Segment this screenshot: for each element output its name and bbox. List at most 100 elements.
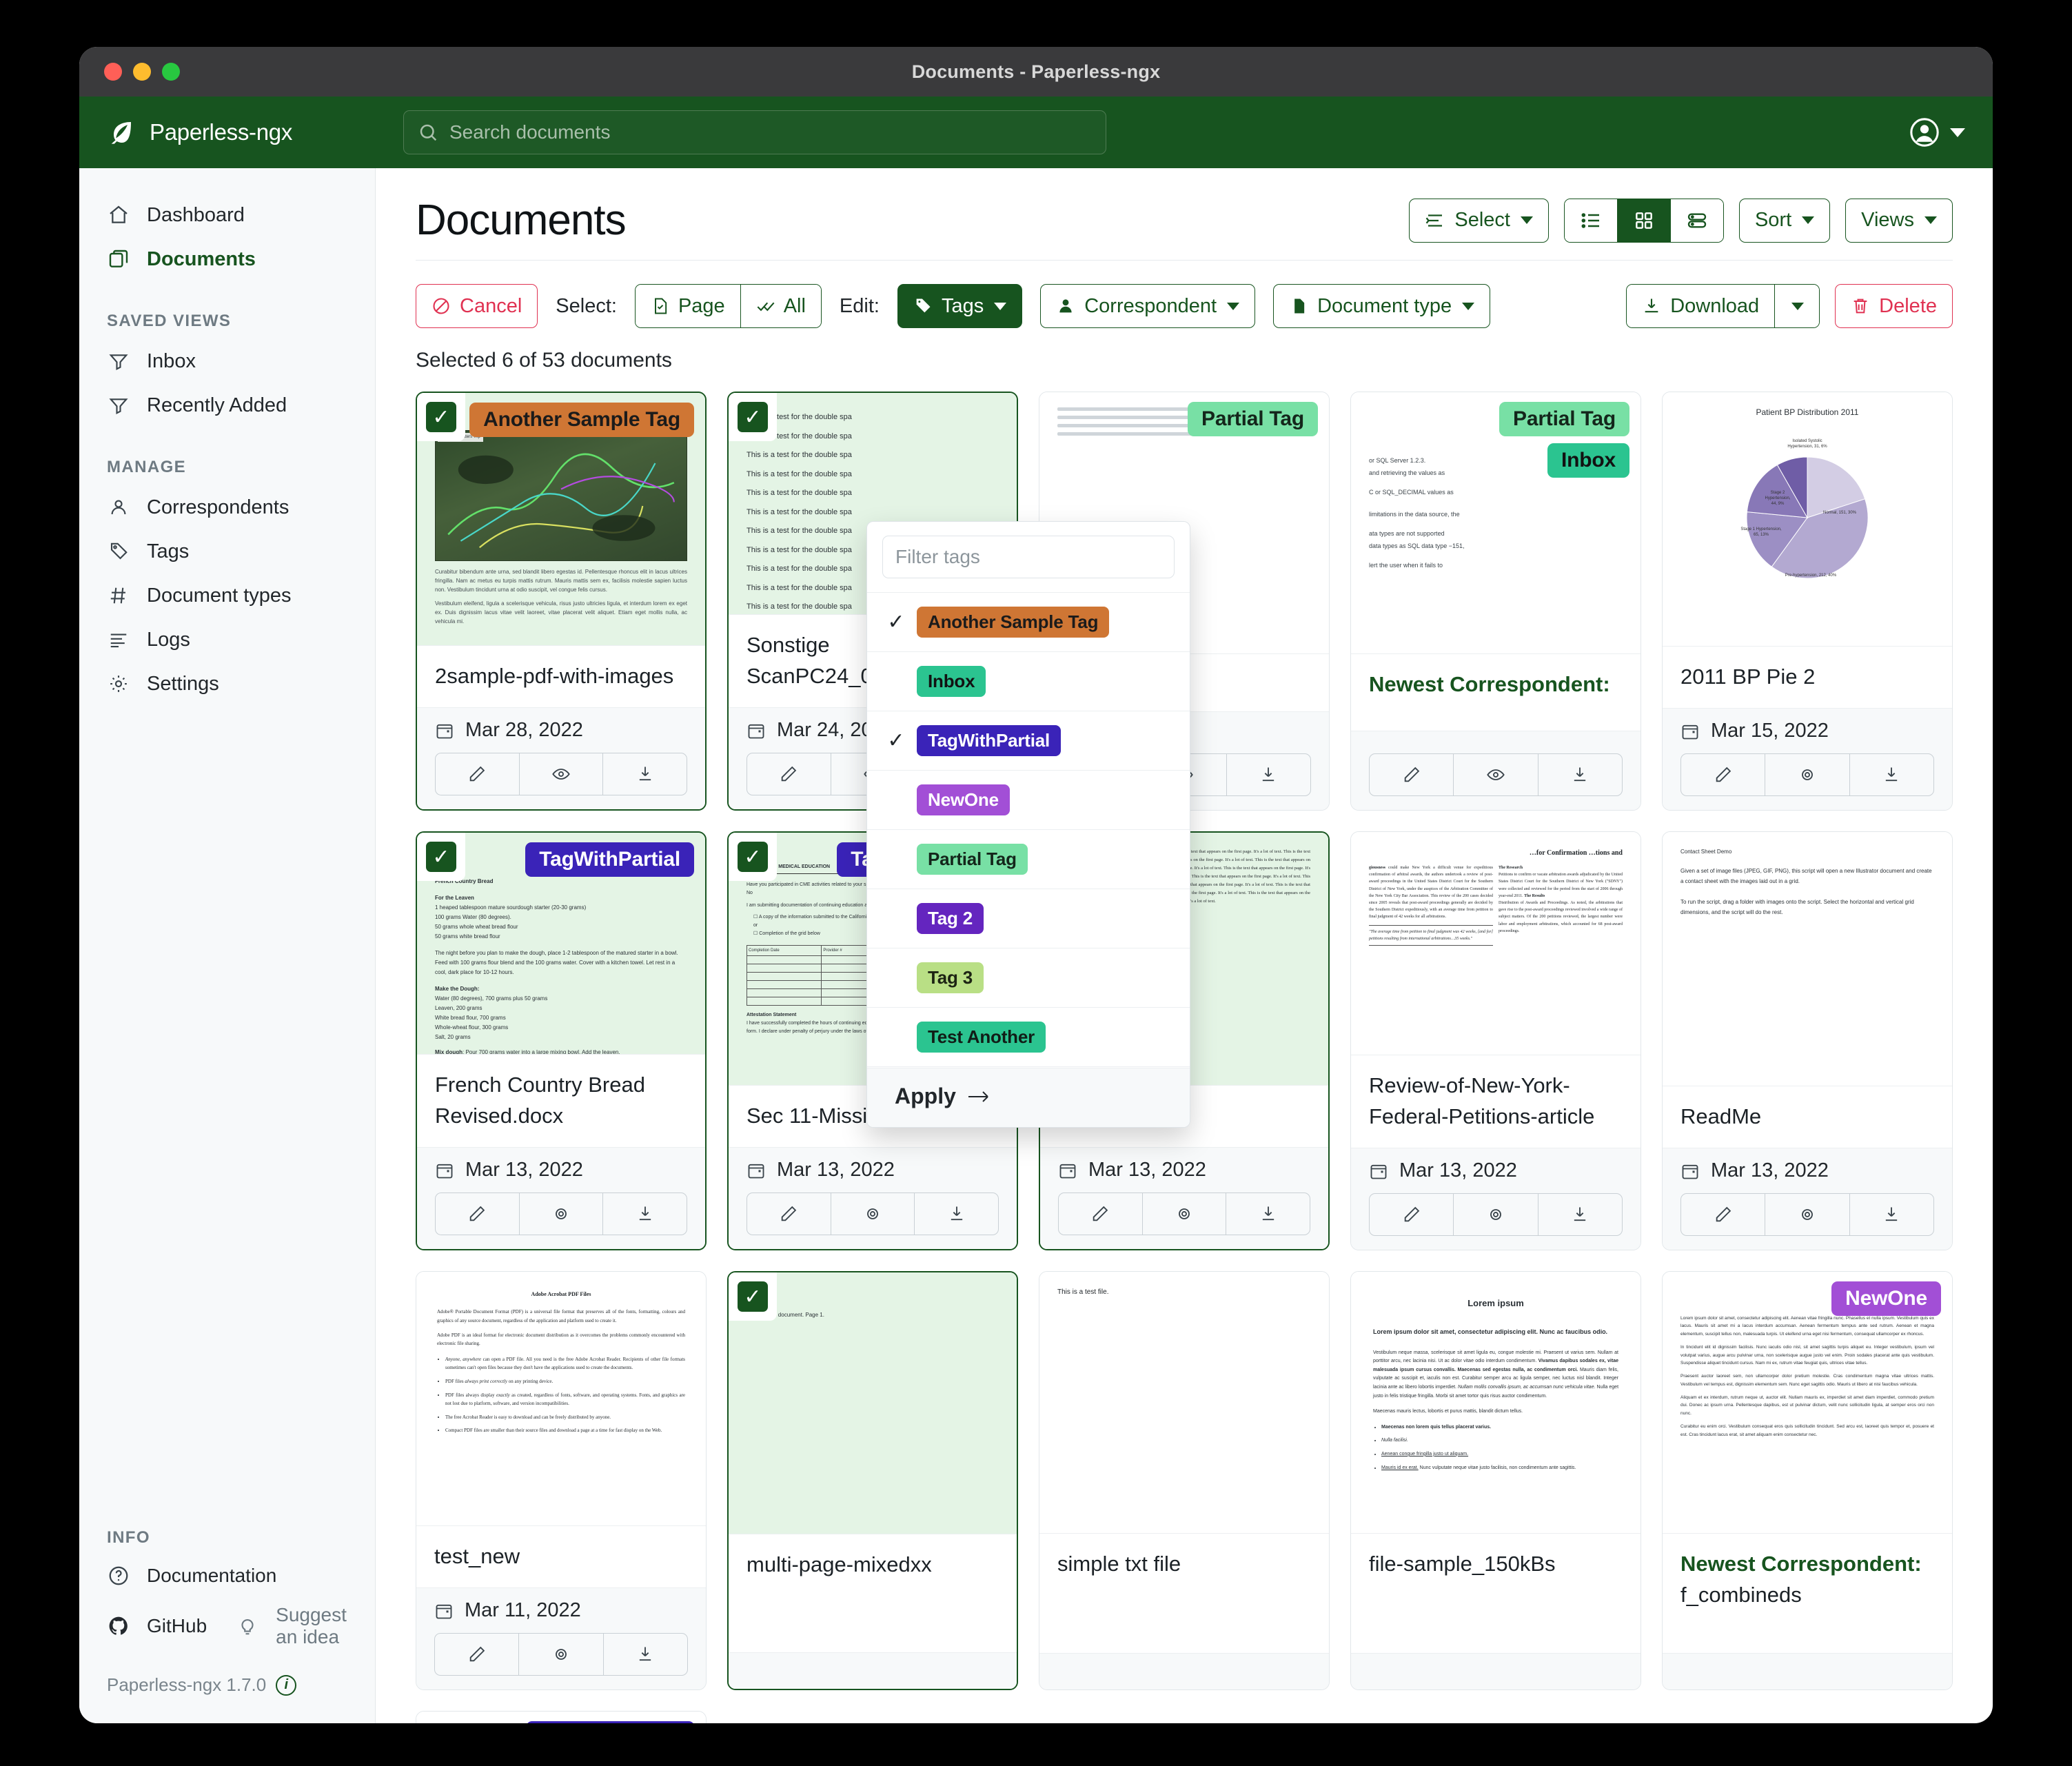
document-title[interactable]: file-sample_150kBs	[1369, 1552, 1556, 1576]
tag-option[interactable]: Tag 2	[867, 889, 1190, 948]
document-actions[interactable]	[1058, 1192, 1310, 1235]
tag-chip[interactable]: Partial Tag	[1188, 402, 1318, 436]
tag-option[interactable]: Tag 3	[867, 948, 1190, 1007]
tag-chip[interactable]: Partial Tag	[1499, 402, 1629, 436]
search-input[interactable]	[449, 121, 1092, 143]
sidebar-item-tags[interactable]: Tags	[79, 529, 375, 574]
download-document-button[interactable]	[1850, 1194, 1933, 1235]
document-correspondent[interactable]: Newest Correspondent:	[1369, 672, 1610, 696]
document-card[interactable]: TagWithPartial Lorem ipsum dolor sit ame…	[416, 1711, 707, 1723]
sidebar-item-github-label[interactable]: GitHub	[147, 1615, 207, 1636]
cancel-button[interactable]: Cancel	[416, 284, 538, 328]
tag-chip[interactable]: Inbox	[1547, 443, 1629, 478]
document-card[interactable]: Adobe Acrobat PDF Files Adobe® Portable …	[416, 1271, 707, 1690]
document-select-checkbox[interactable]: ✓	[729, 833, 777, 881]
document-title[interactable]: ReadMe	[1680, 1104, 1762, 1129]
document-select-checkbox[interactable]: ✓	[729, 1272, 777, 1321]
download-document-button[interactable]	[1850, 754, 1933, 795]
sidebar-item-document-types[interactable]: Document types	[79, 574, 375, 618]
edit-document-button[interactable]	[747, 753, 831, 795]
preview-document-button[interactable]	[1143, 1193, 1227, 1235]
sidebar-item-documentation[interactable]: Documentation	[79, 1556, 375, 1596]
document-thumbnail[interactable]: Contact Sheet Demo Given a set of image …	[1663, 832, 1952, 1087]
document-actions[interactable]	[1680, 1193, 1934, 1236]
download-document-button[interactable]	[1538, 1194, 1622, 1235]
edit-document-button[interactable]	[1681, 1194, 1766, 1235]
select-all-button[interactable]: All	[740, 285, 821, 327]
document-thumbnail[interactable]: Patient BP Distribution 2011 Isolated Sy	[1663, 392, 1952, 647]
tag-option[interactable]: Inbox	[867, 651, 1190, 711]
download-button[interactable]: Download	[1627, 285, 1776, 327]
sidebar-item-settings[interactable]: Settings	[79, 662, 375, 706]
edit-document-button[interactable]	[1370, 1194, 1454, 1235]
preview-document-button[interactable]	[1454, 754, 1538, 795]
edit-document-button[interactable]	[436, 1193, 520, 1235]
document-thumbnail[interactable]: Adobe Acrobat PDF Files Adobe® Portable …	[416, 1272, 706, 1527]
edit-document-button[interactable]	[1370, 754, 1454, 795]
document-card[interactable]: NewOne Lorem ipsum dolor sit amet, conse…	[1662, 1271, 1953, 1690]
document-title[interactable]: test_new	[434, 1544, 520, 1569]
preview-document-button[interactable]	[519, 1634, 604, 1675]
sidebar-item-inbox[interactable]: Inbox	[79, 339, 375, 383]
document-card[interactable]: …for Confirmation …tions and giousness c…	[1350, 831, 1641, 1250]
download-document-button[interactable]	[603, 1193, 687, 1235]
sidebar-item-dashboard[interactable]: Dashboard	[79, 193, 375, 237]
document-select-checkbox[interactable]: ✓	[417, 833, 465, 881]
view-mode-list-button[interactable]	[1564, 199, 1618, 242]
edit-document-button[interactable]	[435, 1634, 520, 1675]
document-title[interactable]: Review-of-New-York-Federal-Petitions-art…	[1369, 1073, 1595, 1129]
select-page-button[interactable]: Page	[635, 285, 741, 327]
tag-option[interactable]: Test Another	[867, 1007, 1190, 1066]
document-title[interactable]: Newest Correspondent: f_combineds	[1663, 1534, 1952, 1653]
document-title[interactable]: Newest Correspondent:	[1351, 654, 1641, 731]
document-actions[interactable]	[1369, 753, 1623, 796]
edit-document-button[interactable]	[1059, 1193, 1143, 1235]
document-thumbnail[interactable]: ✓ TagWithPartial French Country Bread Fo…	[417, 833, 705, 1055]
preview-document-button[interactable]	[520, 1193, 604, 1235]
close-window-button[interactable]	[104, 63, 122, 81]
sidebar-item-recently-added[interactable]: Recently Added	[79, 383, 375, 427]
document-thumbnail[interactable]: Partial Tag Inbox or SQL Server 1.2.3. an…	[1351, 392, 1641, 654]
tag-option[interactable]: ✓ TagWithPartial	[867, 711, 1190, 770]
sort-button[interactable]: Sort	[1738, 198, 1831, 243]
download-options-button[interactable]	[1775, 285, 1820, 327]
document-actions[interactable]	[435, 1192, 687, 1235]
download-split-button[interactable]: Download	[1626, 284, 1820, 328]
tags-dropdown-panel[interactable]: ✓ Another Sample Tag Inbox ✓ TagWithPart…	[866, 521, 1190, 1128]
download-document-button[interactable]	[1538, 754, 1622, 795]
document-card[interactable]: ✓ TagWithPartial French Country Bread Fo…	[416, 831, 707, 1250]
sidebar-item-correspondents[interactable]: Correspondents	[79, 485, 375, 529]
download-document-button[interactable]	[915, 1193, 998, 1235]
tag-chip[interactable]: TagWithPartial	[526, 1721, 695, 1723]
edit-document-button[interactable]	[1681, 754, 1766, 795]
document-title[interactable]: multi-page-mixedxx	[746, 1552, 932, 1576]
delete-button[interactable]: Delete	[1835, 284, 1953, 328]
select-scope-group[interactable]: Page All	[634, 284, 822, 328]
edit-document-button[interactable]	[747, 1193, 831, 1235]
tag-option[interactable]: NewOne	[867, 770, 1190, 829]
document-type-dropdown-button[interactable]: Document type	[1273, 284, 1491, 328]
preview-document-button[interactable]	[1765, 1194, 1850, 1235]
views-button[interactable]: Views	[1845, 198, 1953, 243]
view-mode-details-button[interactable]	[1670, 199, 1723, 242]
preview-document-button[interactable]	[831, 1193, 915, 1235]
document-actions[interactable]	[434, 1633, 688, 1676]
preview-document-button[interactable]	[1765, 754, 1850, 795]
sidebar-item-documents[interactable]: Documents	[79, 237, 375, 281]
document-card[interactable]: Lorem ipsum Lorem ipsum dolor sit amet, …	[1350, 1271, 1641, 1690]
document-card[interactable]: Patient BP Distribution 2011 Isolated Sy	[1662, 392, 1953, 811]
document-thumbnail[interactable]: TagWithPartial Lorem ipsum dolor sit ame…	[416, 1712, 706, 1723]
document-actions[interactable]	[746, 1192, 999, 1235]
document-thumbnail[interactable]: Lorem ipsum Lorem ipsum dolor sit amet, …	[1351, 1272, 1641, 1534]
document-card[interactable]: ✓ a multi page document. Page 1. multi-p…	[727, 1271, 1018, 1690]
apply-tags-button[interactable]: Apply	[867, 1068, 1190, 1127]
download-document-button[interactable]	[604, 1634, 687, 1675]
maximize-window-button[interactable]	[162, 63, 180, 81]
user-account-menu[interactable]	[1909, 116, 1965, 148]
view-mode-toggle-group[interactable]	[1563, 198, 1724, 243]
edit-document-button[interactable]	[436, 753, 520, 795]
document-correspondent[interactable]: Newest Correspondent:	[1680, 1552, 1922, 1576]
download-document-button[interactable]	[603, 753, 687, 795]
tags-filter-input[interactable]	[882, 536, 1175, 578]
tag-option[interactable]: ✓ Another Sample Tag	[867, 592, 1190, 651]
